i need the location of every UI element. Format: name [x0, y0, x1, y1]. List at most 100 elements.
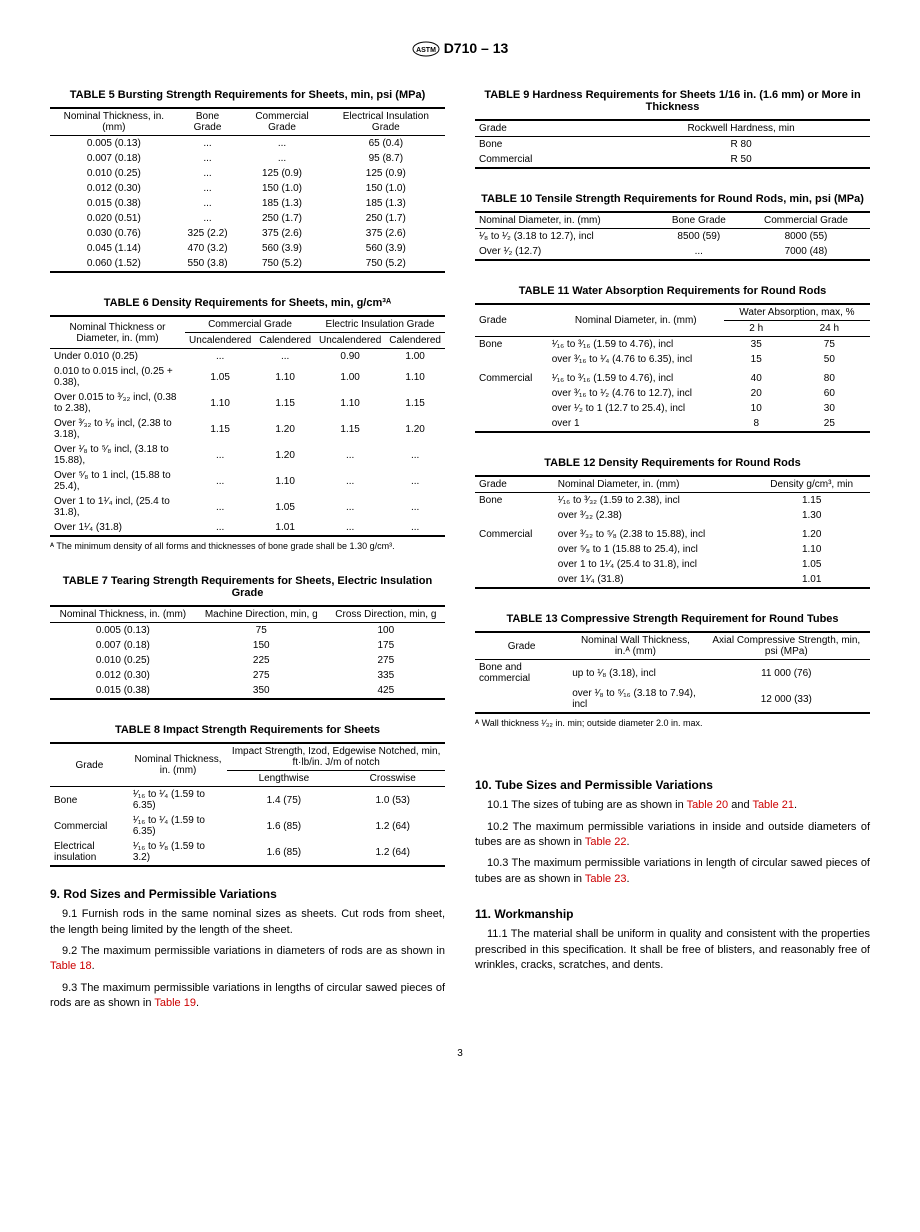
table-cell: 250 (1.7) — [327, 211, 445, 226]
table-cell: 350 — [196, 683, 327, 699]
table-cell: 470 (3.2) — [178, 241, 238, 256]
table-cell: 100 — [327, 623, 445, 639]
table-cell: 750 (5.2) — [327, 256, 445, 272]
table-cell: over 1 to 1¹⁄₄ (25.4 to 31.8), incl — [554, 557, 754, 572]
table-cell: ... — [185, 468, 255, 494]
table-cell: 11 000 (76) — [703, 660, 870, 687]
table-cell: 8500 (59) — [656, 229, 742, 245]
table-cell: 0.012 (0.30) — [50, 181, 178, 196]
table-cell: 0.005 (0.13) — [50, 136, 178, 152]
table-6: Nominal Thickness or Diameter, in. (mm)C… — [50, 315, 445, 537]
table-cell: ¹⁄₁₆ to ¹⁄₄ (1.59 to 6.35) — [129, 813, 227, 839]
table-cell: Bone — [475, 337, 548, 353]
table-cell: Over 0.015 to ³⁄₃₂ incl, (0.38 to 2.38), — [50, 390, 185, 416]
doc-id: D710 – 13 — [444, 40, 509, 56]
table-cell: ... — [385, 468, 445, 494]
table-cell: ... — [237, 136, 326, 152]
table-cell: 1.10 — [315, 390, 385, 416]
link-table-18[interactable]: Table 18 — [50, 960, 92, 972]
t9-title: TABLE 9 Hardness Requirements for Sheets… — [475, 89, 870, 113]
table-cell: 0.045 (1.14) — [50, 241, 178, 256]
table-cell: over ³⁄₃₂ to ⁵⁄₈ (2.38 to 15.88), incl — [554, 527, 754, 542]
para-9-3: 9.3 The maximum permissible variations i… — [50, 981, 445, 1012]
table-cell: 80 — [789, 371, 870, 386]
table-cell — [475, 416, 548, 432]
table-10: Nominal Diameter, in. (mm)Bone GradeComm… — [475, 211, 870, 261]
table-cell: ... — [185, 349, 255, 365]
table-cell: 65 (0.4) — [327, 136, 445, 152]
table-cell: ... — [255, 349, 315, 365]
t5-title: TABLE 5 Bursting Strength Requirements f… — [50, 89, 445, 101]
table-cell: 50 — [789, 352, 870, 367]
right-column: TABLE 9 Hardness Requirements for Sheets… — [475, 77, 870, 1017]
table-cell — [475, 352, 548, 367]
table-cell: 1.2 (64) — [340, 813, 445, 839]
table-cell: 8000 (55) — [742, 229, 870, 245]
table-cell: 10 — [724, 401, 789, 416]
table-cell: ... — [656, 244, 742, 260]
table-cell: R 80 — [612, 137, 870, 153]
table-cell: ¹⁄₁₆ to ³⁄₁₆ (1.59 to 4.76), incl — [548, 337, 724, 353]
table-9: GradeRockwell Hardness, min BoneR 80Comm… — [475, 119, 870, 169]
para-10-3: 10.3 The maximum permissible variations … — [475, 856, 870, 887]
table-cell: Commercial — [475, 527, 554, 542]
table-cell — [475, 557, 554, 572]
para-11-1: 11.1 The material shall be uniform in qu… — [475, 927, 870, 973]
table-cell: ... — [178, 196, 238, 211]
table-cell: ... — [178, 166, 238, 181]
table-cell: 0.010 (0.25) — [50, 166, 178, 181]
table-cell: ... — [315, 520, 385, 536]
table-cell: up to ¹⁄₈ (3.18), incl — [568, 660, 702, 687]
table-cell: ¹⁄₁₆ to ³⁄₁₆ (1.59 to 4.76), incl — [548, 371, 724, 386]
t7-title: TABLE 7 Tearing Strength Requirements fo… — [50, 575, 445, 599]
table-cell: 15 — [724, 352, 789, 367]
table-cell: 1.05 — [753, 557, 870, 572]
table-cell — [475, 508, 554, 523]
table-cell: 1.15 — [185, 416, 255, 442]
link-table-22[interactable]: Table 22 — [585, 836, 627, 848]
link-table-19[interactable]: Table 19 — [154, 997, 196, 1009]
table-cell: 1.20 — [753, 527, 870, 542]
table-cell: 1.2 (64) — [340, 839, 445, 866]
table-cell: 1.4 (75) — [227, 787, 340, 814]
t13-title: TABLE 13 Compressive Strength Requiremen… — [475, 613, 870, 625]
table-cell: Under 0.010 (0.25) — [50, 349, 185, 365]
table-cell: 1.15 — [753, 493, 870, 509]
table-cell: 1.01 — [255, 520, 315, 536]
table-cell: 175 — [327, 638, 445, 653]
table-cell: 1.0 (53) — [340, 787, 445, 814]
table-cell — [475, 686, 568, 713]
table-cell: 1.10 — [185, 390, 255, 416]
link-table-23[interactable]: Table 23 — [585, 873, 627, 885]
table-cell: 1.10 — [255, 364, 315, 390]
table-cell: 275 — [327, 653, 445, 668]
section-11-heading: 11. Workmanship — [475, 907, 870, 921]
table-cell: over 1¹⁄₄ (31.8) — [554, 572, 754, 588]
table-7: Nominal Thickness, in. (mm)Machine Direc… — [50, 605, 445, 700]
table-cell: 40 — [724, 371, 789, 386]
table-cell: 1.15 — [255, 390, 315, 416]
table-cell: Bone — [475, 137, 612, 153]
table-cell: 1.30 — [753, 508, 870, 523]
table-cell: over ⁵⁄₈ to 1 (15.88 to 25.4), incl — [554, 542, 754, 557]
table-cell: ¹⁄₁₆ to ³⁄₃₂ (1.59 to 2.38), incl — [554, 493, 754, 509]
table-cell: 0.015 (0.38) — [50, 196, 178, 211]
table-cell: ... — [185, 494, 255, 520]
para-9-2: 9.2 The maximum permissible variations i… — [50, 944, 445, 975]
table-cell: 335 — [327, 668, 445, 683]
link-table-20[interactable]: Table 20 — [687, 799, 729, 811]
left-column: TABLE 5 Bursting Strength Requirements f… — [50, 77, 445, 1017]
table-cell: Over ¹⁄₈ to ⁵⁄₈ incl, (3.18 to 15.88), — [50, 442, 185, 468]
table-cell: ... — [315, 442, 385, 468]
table-cell: ... — [185, 520, 255, 536]
table-cell: 0.012 (0.30) — [50, 668, 196, 683]
astm-logo: ASTM — [412, 41, 440, 57]
table-cell: 1.10 — [255, 468, 315, 494]
table-cell: 60 — [789, 386, 870, 401]
table-cell: 375 (2.6) — [327, 226, 445, 241]
table-cell: Over 1¹⁄₄ (31.8) — [50, 520, 185, 536]
table-cell: 1.10 — [753, 542, 870, 557]
table-cell: 0.010 (0.25) — [50, 653, 196, 668]
doc-header: ASTMD710 – 13 — [50, 40, 870, 57]
link-table-21[interactable]: Table 21 — [752, 799, 794, 811]
